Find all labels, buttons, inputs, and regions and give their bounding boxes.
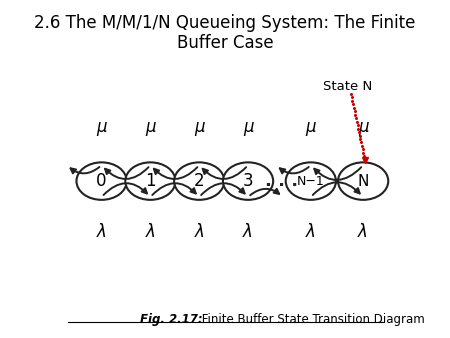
Text: N−1: N−1 — [297, 175, 325, 188]
Text: λ: λ — [194, 223, 204, 241]
Text: μ: μ — [358, 118, 369, 136]
Text: 1: 1 — [145, 172, 156, 190]
Text: 2.6 The M/M/1/N Queueing System: The Finite
Buffer Case: 2.6 The M/M/1/N Queueing System: The Fin… — [34, 14, 416, 52]
Circle shape — [76, 162, 127, 200]
Text: λ: λ — [243, 223, 253, 241]
Text: 2: 2 — [194, 172, 205, 190]
Text: State N: State N — [323, 80, 372, 93]
Text: μ: μ — [194, 118, 205, 136]
Text: λ: λ — [358, 223, 368, 241]
Circle shape — [174, 162, 225, 200]
Text: . . .: . . . — [265, 172, 298, 190]
Text: λ: λ — [306, 223, 316, 241]
Text: μ: μ — [243, 118, 253, 136]
Circle shape — [223, 162, 273, 200]
Circle shape — [338, 162, 388, 200]
Text: μ: μ — [306, 118, 316, 136]
Text: μ: μ — [96, 118, 107, 136]
Text: Fig. 2.17:: Fig. 2.17: — [140, 313, 202, 326]
Text: N: N — [357, 174, 369, 189]
Text: μ: μ — [145, 118, 156, 136]
Text: Finite Buffer State Transition Diagram: Finite Buffer State Transition Diagram — [198, 313, 425, 326]
Text: 3: 3 — [243, 172, 253, 190]
Text: λ: λ — [145, 223, 155, 241]
Text: λ: λ — [97, 223, 107, 241]
Circle shape — [125, 162, 176, 200]
Text: 0: 0 — [96, 172, 107, 190]
Circle shape — [286, 162, 336, 200]
